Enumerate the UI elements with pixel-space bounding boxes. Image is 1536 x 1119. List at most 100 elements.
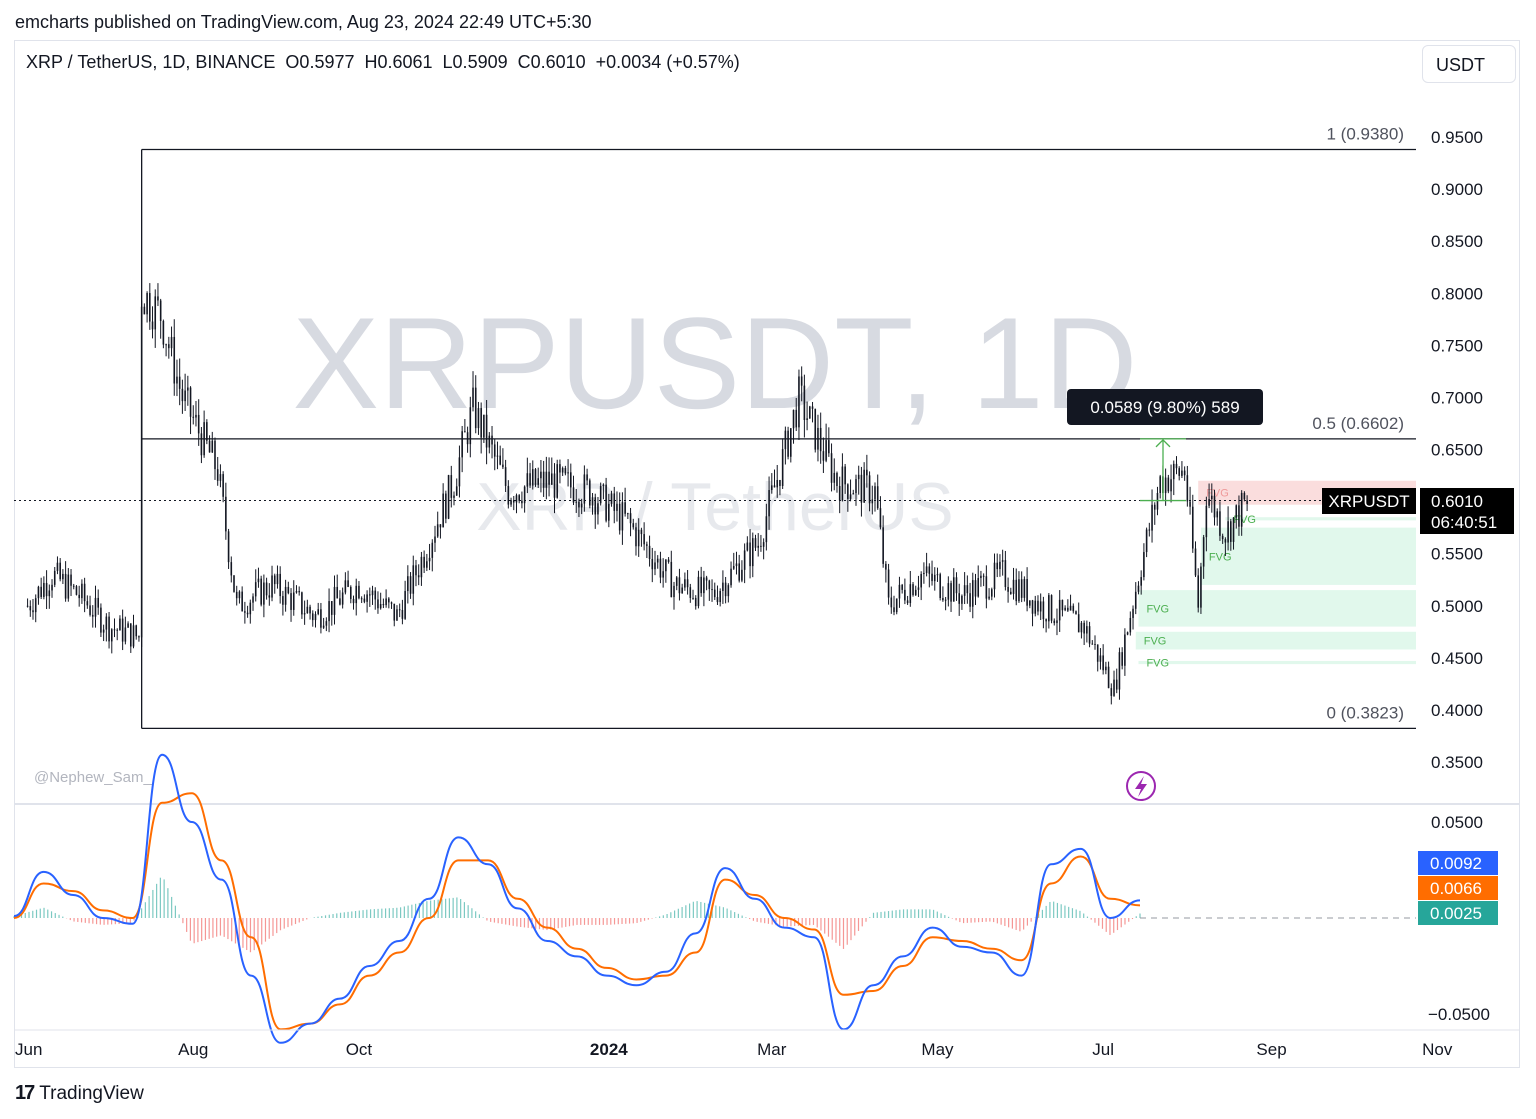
candle-body (640, 529, 643, 535)
candle-body (602, 484, 605, 487)
candle-body (887, 569, 890, 598)
candle-body (1151, 504, 1153, 531)
fvg-zone-bull[interactable] (1135, 631, 1416, 650)
candle-body (1010, 591, 1012, 594)
candle-body (474, 387, 477, 429)
fvg-zone-bull[interactable] (1138, 590, 1416, 627)
candle-body (330, 601, 333, 615)
fvg-zone-bull[interactable] (1138, 660, 1416, 665)
candle-body (741, 569, 743, 581)
candle-body (108, 616, 110, 642)
candle-body (127, 623, 129, 628)
time-tick-label: Mar (757, 1040, 787, 1059)
candle-body (124, 627, 127, 642)
candle-body (491, 435, 493, 445)
candle-body (684, 579, 686, 588)
price-axis[interactable]: 0.9500 0.9000 0.8500 0.8000 0.7500 0.7000 0.65… (1431, 128, 1483, 772)
candle-body (787, 430, 789, 457)
candle-body (847, 484, 849, 499)
candle-body (885, 563, 887, 570)
candle-body (988, 596, 990, 599)
candle-body (208, 440, 211, 453)
candle-body (643, 534, 645, 545)
candle-body (686, 579, 689, 588)
candle-body (1048, 595, 1050, 622)
currency-button[interactable]: USDT (1422, 45, 1516, 83)
macd-line (13, 753, 1141, 1044)
candle-body (830, 453, 833, 483)
fvg-zone-bull[interactable] (1225, 517, 1416, 521)
tradingview-logo[interactable]: 17 TradingView (15, 1082, 144, 1105)
candle-body (170, 336, 173, 349)
histogram-badge-value: 0.0025 (1430, 904, 1482, 923)
candle-body (78, 594, 80, 599)
candle-body (1037, 600, 1039, 612)
candle-body (29, 606, 32, 611)
candle-body (594, 497, 597, 515)
measure-tool[interactable]: 0.0589 (9.80%) 589 (1067, 389, 1263, 502)
candle-body (458, 457, 461, 487)
candle-body (871, 499, 874, 504)
candle-body (963, 585, 966, 596)
time-axis[interactable]: Jun Aug Oct 2024 Mar May Jul Sep Nov (15, 1040, 1453, 1059)
fvg-zone-bull[interactable] (1200, 527, 1416, 585)
candle-body (159, 300, 162, 321)
candle-body (1015, 579, 1018, 602)
candle-body (1001, 560, 1004, 562)
candle-body (836, 472, 838, 487)
candle-body (254, 582, 257, 597)
candle-body (1004, 560, 1007, 587)
candle-body (290, 593, 292, 610)
macd-badge-value: 0.0092 (1430, 854, 1482, 873)
candle-body (980, 575, 982, 579)
candle-body (531, 469, 534, 486)
candle-body (1053, 620, 1056, 624)
candle-body (86, 601, 89, 606)
candle-body (589, 480, 591, 506)
candle-body (263, 582, 265, 605)
candle-body (906, 600, 909, 604)
candle-body (181, 388, 184, 402)
candle-body (939, 574, 941, 599)
publisher-line: emcharts published on TradingView.com, A… (15, 12, 592, 32)
candle-body (1064, 607, 1066, 611)
candle-body (819, 427, 822, 452)
price-tick-label: 0.8500 (1431, 232, 1483, 251)
candle-body (1178, 468, 1181, 476)
candle-body (26, 605, 29, 607)
candle-body (825, 440, 827, 461)
candle-body (762, 542, 765, 547)
candle-body (423, 556, 425, 568)
candle-body (303, 613, 306, 615)
candle-body (48, 590, 51, 597)
price-tick-label: 0.5000 (1431, 597, 1483, 616)
candle-body (1172, 463, 1175, 480)
symbol-badge-bg (1322, 488, 1416, 514)
candle-body (317, 609, 320, 615)
price-tick-label: 0.9000 (1431, 180, 1483, 199)
candle-body (447, 475, 450, 519)
macd-axis[interactable]: 0.0500 −0.0500 (1428, 813, 1490, 1024)
candle-body (760, 545, 762, 547)
time-tick-label: Sep (1256, 1040, 1286, 1059)
candle-body (575, 501, 578, 503)
lightning-icon[interactable] (1126, 771, 1156, 801)
candle-body (876, 486, 879, 509)
candle-body (62, 573, 64, 580)
candle-body (879, 508, 882, 528)
candle-body (564, 468, 567, 474)
candle-body (279, 573, 281, 597)
measure-box (1067, 389, 1263, 425)
candle-body (898, 584, 901, 599)
candle-body (314, 614, 317, 621)
candle-body (610, 493, 613, 504)
candle-body (1113, 679, 1115, 696)
candle-body (942, 598, 944, 601)
candles (26, 283, 1248, 705)
candle-body (284, 586, 287, 605)
candle-body (559, 464, 561, 473)
candle-body (822, 451, 825, 461)
candle-body (358, 585, 360, 599)
candle-body (230, 562, 233, 576)
